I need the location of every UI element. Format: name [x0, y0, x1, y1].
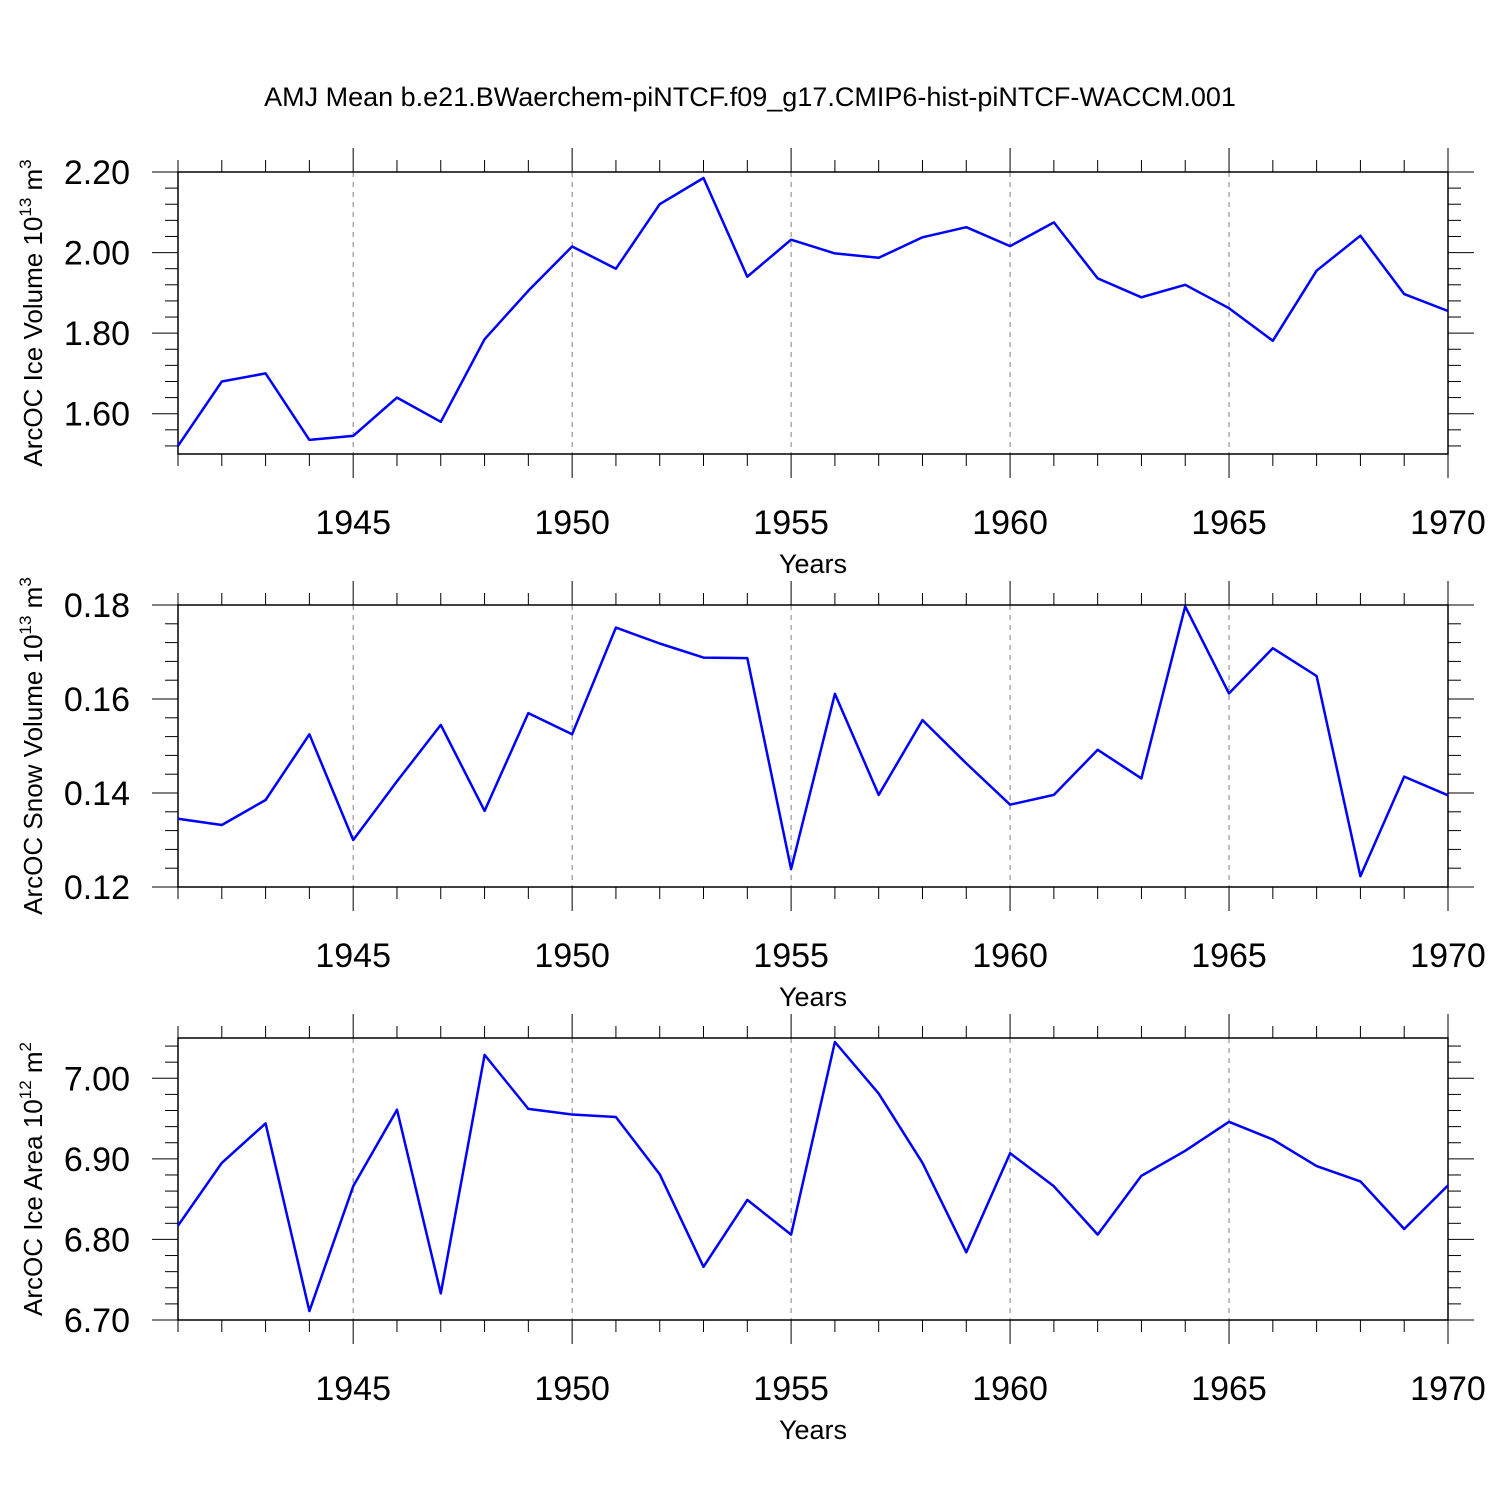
- x-tick-label: 1950: [534, 504, 610, 542]
- x-tick-label: 1960: [972, 504, 1048, 542]
- x-tick-label: 1950: [534, 937, 610, 975]
- y-axis-title-text: m: [18, 169, 48, 198]
- plot-frame: [177, 1037, 1449, 1321]
- panel-2: 0.12 0.14 0.16 0.18 1945 1950 1955 1960 1965 1970…: [16, 577, 1486, 1012]
- y-tick-label: 2.20: [64, 154, 130, 192]
- x-tick-label: 1965: [1191, 504, 1267, 542]
- y-axis-title-text: m: [18, 587, 48, 616]
- x-tick-label: 1965: [1191, 1370, 1267, 1408]
- x-tick-label: 1970: [1410, 1370, 1486, 1408]
- y-tick-label: 1.60: [64, 396, 130, 434]
- y-axis-title-superscript: 13: [16, 616, 35, 635]
- y-tick-label: 0.18: [64, 587, 130, 625]
- y-axis-title-superscript: 12: [16, 1080, 35, 1099]
- panel-3: 6.70 6.80 6.90 7.00 1945 1950 1955 1960 1965 1970…: [16, 1014, 1486, 1445]
- y-axis-title-superscript: 3: [16, 159, 35, 168]
- panel-1: 1.60 1.80 2.00 2.20 1945 1950 1955 1960 1965 1970…: [16, 148, 1486, 579]
- x-tick-label: 1960: [972, 937, 1048, 975]
- x-tick-label: 1960: [972, 1370, 1048, 1408]
- y-axis-title-text: ArcOC Snow Volume 10: [18, 634, 48, 914]
- y-tick-label: 6.90: [64, 1141, 130, 1179]
- y-tick-label: 6.80: [64, 1221, 130, 1259]
- x-tick-label: 1955: [753, 937, 829, 975]
- y-tick-label: 7.00: [64, 1060, 130, 1098]
- plot-frame: [177, 604, 1449, 888]
- x-tick-label: 1945: [315, 1370, 391, 1408]
- y-tick-label: 0.12: [64, 869, 130, 907]
- y-tick-label: 6.70: [64, 1302, 130, 1340]
- y-tick-label: 2.00: [64, 235, 130, 273]
- x-tick-label: 1955: [753, 504, 829, 542]
- y-axis-title-superscript: 3: [16, 577, 35, 586]
- y-axis-title-superscript: 2: [16, 1042, 35, 1051]
- y-axis-title-text: ArcOC Ice Area 10: [18, 1099, 48, 1316]
- y-axis-title: ArcOC Ice Area 1012 m2: [16, 1042, 48, 1316]
- plot-frame: [177, 171, 1449, 455]
- y-tick-label: 1.80: [64, 315, 130, 353]
- x-tick-label: 1945: [315, 937, 391, 975]
- x-tick-label: 1945: [315, 504, 391, 542]
- series-line: [176, 1040, 1449, 1313]
- x-tick-label: 1970: [1410, 937, 1486, 975]
- x-tick-label: 1950: [534, 1370, 610, 1408]
- series-line: [176, 176, 1449, 447]
- x-axis-title: Years: [779, 1415, 847, 1445]
- y-axis-title: ArcOC Ice Volume 1013 m3: [16, 159, 48, 466]
- figure-title: AMJ Mean b.e21.BWaerchem-piNTCF.f09_g17.…: [264, 82, 1236, 112]
- x-tick-label: 1965: [1191, 937, 1267, 975]
- y-axis-title: ArcOC Snow Volume 1013 m3: [16, 577, 48, 915]
- x-tick-label: 1970: [1410, 504, 1486, 542]
- y-axis-title-text: ArcOC Ice Volume 10: [18, 217, 48, 467]
- x-axis-title: Years: [779, 982, 847, 1012]
- panels: 1.60 1.80 2.00 2.20 1945 1950 1955 1960 1965 1970…: [16, 148, 1486, 1445]
- y-axis-title-superscript: 13: [16, 198, 35, 217]
- x-axis-title: Years: [779, 549, 847, 579]
- y-tick-label: 0.14: [64, 775, 130, 813]
- y-axis-title-text: m: [18, 1051, 48, 1080]
- y-tick-label: 0.16: [64, 681, 130, 719]
- x-tick-label: 1955: [753, 1370, 829, 1408]
- series-line: [177, 605, 1449, 878]
